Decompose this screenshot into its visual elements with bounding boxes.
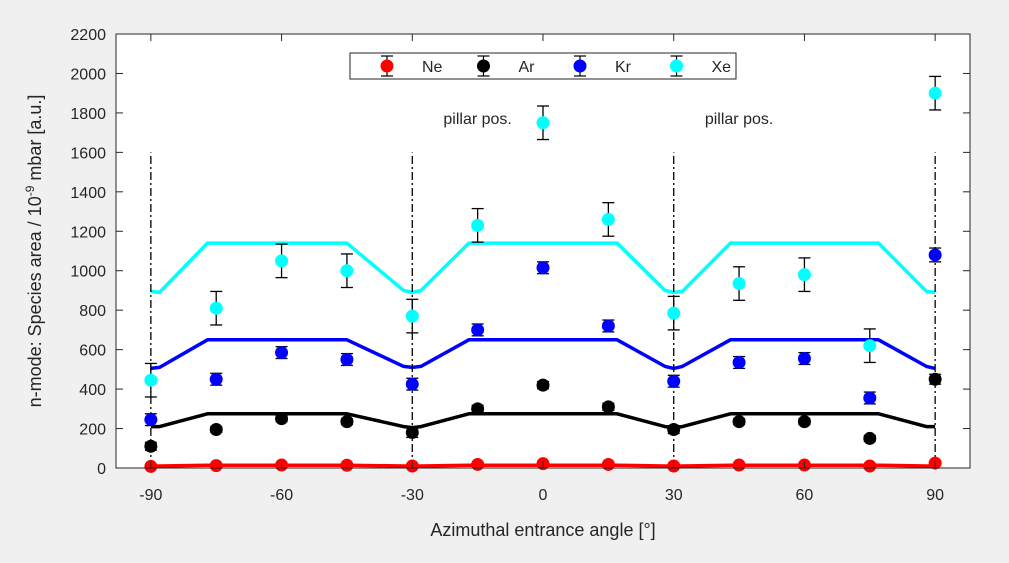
- y-tick-label: 0: [97, 461, 106, 478]
- legend-label: Kr: [615, 59, 632, 76]
- data-point-kr: [209, 372, 223, 386]
- legend-entry-ne: Ne: [380, 55, 443, 77]
- data-point-ar: [405, 425, 419, 439]
- y-tick-label: 1200: [70, 224, 106, 241]
- model-line-ar: [150, 412, 936, 430]
- legend-marker: [477, 59, 490, 73]
- legend-label: Ar: [519, 59, 536, 76]
- x-tick-label: -90: [139, 487, 162, 504]
- y-tick-label: 800: [79, 303, 106, 320]
- data-point-kr: [601, 319, 615, 333]
- data-point-ne: [863, 459, 877, 473]
- y-tick-label: 2000: [70, 66, 106, 83]
- data-point-kr: [275, 346, 289, 360]
- y-tick-label: 1600: [70, 145, 106, 162]
- data-point-ne: [209, 459, 223, 473]
- legend-entry-xe: Xe: [670, 55, 732, 77]
- y-axis-ticks: 0 200 400 600 800 1000 1200 1400 1600 1800 2000 220…: [70, 27, 970, 478]
- annotation-label: pillar pos.: [443, 111, 511, 128]
- data-point-ar: [471, 402, 485, 416]
- data-point-ar: [144, 439, 158, 453]
- legend-entry-kr: Kr: [573, 55, 632, 77]
- legend-marker: [380, 59, 394, 73]
- annotations: pillar pos. pillar pos.: [443, 111, 773, 128]
- y-tick-label: 600: [79, 343, 106, 360]
- y-axis-label-suffix: mbar [a.u.]: [25, 95, 45, 186]
- data-point-xe: [667, 306, 681, 320]
- data-point-xe: [471, 218, 485, 232]
- y-tick-label: 200: [79, 422, 106, 439]
- x-axis-ticks: -90 -60 -30 0 30 60 90: [139, 34, 944, 504]
- data-point-kr: [405, 377, 419, 391]
- data-point-ar: [209, 423, 223, 437]
- data-point-xe: [863, 339, 877, 353]
- data-point-kr: [732, 355, 746, 369]
- data-point-xe: [144, 373, 158, 387]
- data-point-kr: [863, 391, 877, 405]
- y-tick-label: 1400: [70, 185, 106, 202]
- data-point-xe: [536, 116, 550, 130]
- data-point-ar: [536, 378, 550, 392]
- series-ar: [144, 372, 942, 453]
- data-point-xe: [275, 254, 289, 268]
- data-point-ar: [601, 400, 615, 414]
- legend-entry-ar: Ar: [477, 55, 536, 77]
- data-point-xe: [405, 309, 419, 323]
- legend-marker: [670, 59, 683, 73]
- series-xe: [144, 75, 942, 398]
- data-point-ar: [275, 412, 289, 426]
- legend-label: Xe: [712, 59, 732, 76]
- legend-marker: [573, 59, 587, 73]
- x-tick-label: 90: [926, 487, 944, 504]
- y-axis-label-prefix: n-mode: Species area / 10: [25, 196, 45, 407]
- data-point-ar: [797, 415, 811, 429]
- data-point-kr: [667, 374, 681, 388]
- data-point-kr: [536, 261, 550, 275]
- y-axis-label: n-mode: Species area / 10-9 mbar [a.u.]: [23, 95, 45, 408]
- data-point-kr: [471, 323, 485, 337]
- data-point-xe: [601, 212, 615, 226]
- data-point-ar: [863, 431, 877, 445]
- data-point-ar: [667, 423, 681, 437]
- data-point-ar: [732, 415, 746, 429]
- y-axis-label-exponent: -9: [23, 185, 37, 196]
- y-tick-label: 1800: [70, 106, 106, 123]
- data-point-ne: [340, 458, 354, 472]
- model-line-xe: [150, 241, 936, 295]
- x-axis-label: Azimuthal entrance angle [°]: [430, 520, 655, 540]
- data-point-xe: [928, 86, 942, 100]
- data-point-kr: [340, 353, 354, 366]
- x-tick-label: 30: [665, 487, 683, 504]
- data-point-kr: [144, 413, 158, 427]
- data-point-xe: [340, 264, 354, 278]
- data-point-xe: [732, 277, 746, 291]
- y-tick-label: 2200: [70, 27, 106, 44]
- x-tick-label: 60: [796, 487, 814, 504]
- y-tick-label: 400: [79, 382, 106, 399]
- data-point-kr: [928, 248, 942, 262]
- model-line-kr: [150, 338, 936, 371]
- data-point-ne: [471, 457, 485, 471]
- data-point-kr: [797, 352, 811, 366]
- series-kr: [144, 247, 942, 427]
- x-tick-label: -60: [270, 487, 293, 504]
- legend-label: Ne: [422, 59, 443, 76]
- data-point-ne: [601, 457, 615, 471]
- legend: Ne Ar Kr Xe: [349, 52, 737, 80]
- data-point-xe: [209, 301, 223, 315]
- data-point-ne: [732, 458, 746, 472]
- data-point-ar: [928, 372, 942, 386]
- data-point-ar: [340, 415, 354, 429]
- x-tick-label: 0: [539, 487, 548, 504]
- plot-area: [116, 34, 970, 468]
- data-points: [144, 75, 942, 473]
- x-tick-label: -30: [401, 487, 424, 504]
- data-point-xe: [797, 268, 811, 282]
- y-tick-label: 1000: [70, 264, 106, 281]
- annotation-label: pillar pos.: [705, 111, 773, 128]
